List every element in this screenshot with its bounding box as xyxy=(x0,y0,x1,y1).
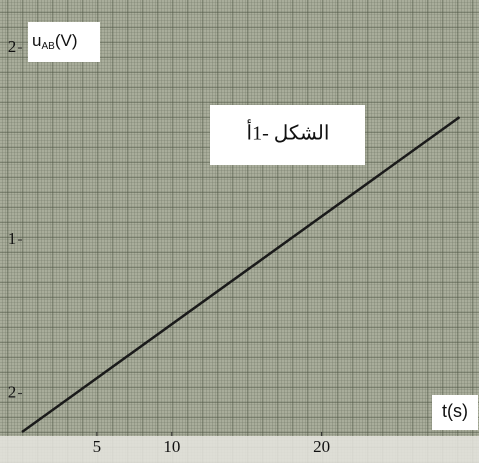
x-tick-label: 20 xyxy=(313,437,330,456)
y-tick-label: 2 xyxy=(8,37,17,56)
x-label-box xyxy=(432,395,478,430)
annotation-box xyxy=(210,105,365,165)
y-label-box xyxy=(28,22,100,62)
x-tick-label: 10 xyxy=(163,437,180,456)
x-axis-label: t(s) xyxy=(442,401,468,421)
y-tick-label: 2 xyxy=(8,383,17,402)
data-line xyxy=(21,116,461,434)
y-tick-label: 1 xyxy=(8,229,17,248)
x-tick-label: 5 xyxy=(93,437,102,456)
y-axis-label: uAB(V) xyxy=(32,31,77,51)
bottom-margin xyxy=(0,436,479,463)
annotation: الشكل -1أ xyxy=(247,119,330,145)
